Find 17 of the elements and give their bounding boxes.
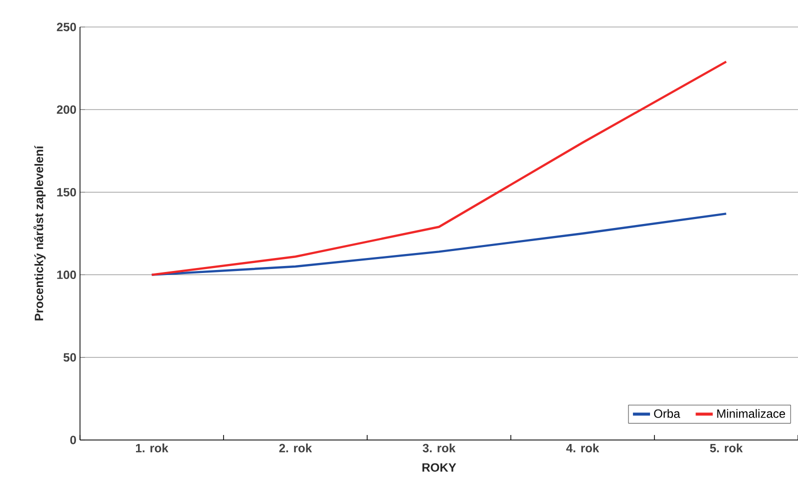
y-tick-label: 250 xyxy=(56,22,76,32)
line-series xyxy=(150,60,728,276)
x-axis-title: ROKY xyxy=(422,463,456,472)
legend-label: Minimalizace xyxy=(717,409,786,418)
y-axis-title: Procentický nárůst zaplevelení xyxy=(33,145,46,320)
y-tick-label: 150 xyxy=(57,188,76,196)
legend-label: Orba xyxy=(654,409,680,418)
y-tick-label: 100 xyxy=(57,270,76,280)
x-tick-label: 1. rok xyxy=(136,444,168,452)
y-tick-label: 50 xyxy=(64,353,76,362)
y-tick-label: 200 xyxy=(56,105,76,114)
x-tick-label: 3. rok xyxy=(422,444,456,452)
x-tick-label: 5. rok xyxy=(710,444,743,452)
y-tick-label: 0 xyxy=(70,436,76,444)
x-tick-label: 4. rok xyxy=(566,444,600,452)
line-series xyxy=(150,212,728,276)
x-tick-label: 2. rok xyxy=(279,444,312,452)
